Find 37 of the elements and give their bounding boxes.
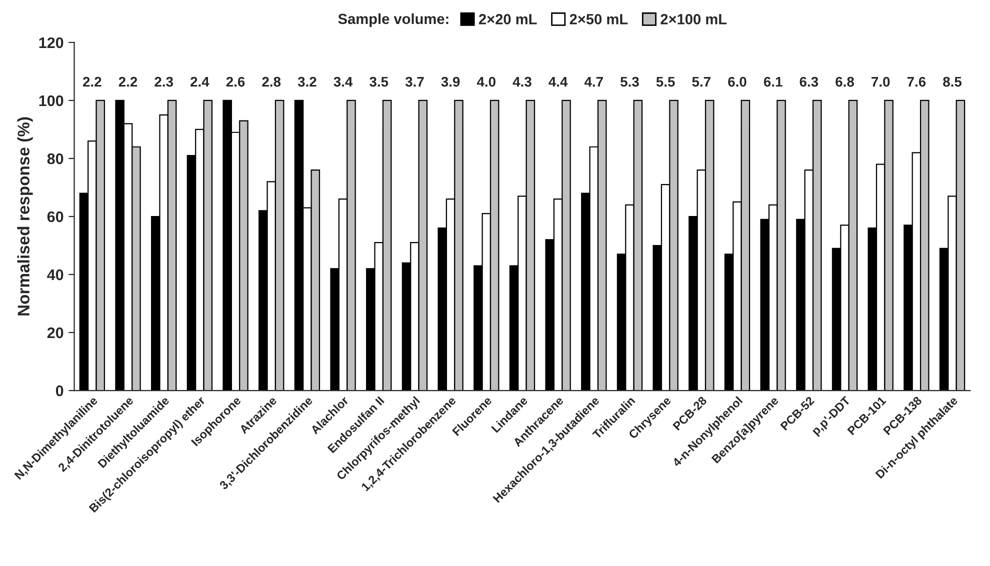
annotation: 3.9 <box>441 76 460 87</box>
annotation: 5.7 <box>692 77 710 87</box>
y-tick-label: 0 <box>56 385 64 396</box>
annotation: 2.6 <box>226 76 245 87</box>
annotation: 7.6 <box>907 76 926 87</box>
y-tick-label: 20 <box>47 327 64 338</box>
annotation: 4.0 <box>476 76 496 87</box>
annotation: 3.7 <box>405 76 424 87</box>
annotation: 6.3 <box>800 76 818 87</box>
annotation: 4.3 <box>512 76 532 87</box>
legend-label: 2×100 mL <box>660 14 727 24</box>
annotation: 8.5 <box>943 76 962 87</box>
y-axis-title: Normalised response (%) <box>17 117 33 316</box>
annotation: 2.2 <box>118 76 138 87</box>
legend-label: 2×20 mL <box>478 14 537 24</box>
annotation: 6.1 <box>764 76 782 87</box>
y-tick-label: 120 <box>39 37 64 48</box>
annotation: 2.3 <box>154 76 173 87</box>
y-tick-label: 40 <box>47 269 64 280</box>
legend-title: Sample volume: <box>338 13 448 27</box>
annotation: 3.5 <box>370 76 388 87</box>
annotation: 7.0 <box>872 76 890 87</box>
annotation: 6.0 <box>728 76 746 87</box>
annotation: 6.8 <box>836 76 854 87</box>
y-tick-label: 60 <box>47 211 64 222</box>
annotation: 4.4 <box>548 77 568 87</box>
annotation: 5.3 <box>620 76 639 87</box>
annotation: 2.8 <box>262 76 281 87</box>
annotation: 2.4 <box>190 76 210 87</box>
legend-label: 2×50 mL <box>570 14 628 24</box>
annotation: 5.5 <box>656 77 675 87</box>
y-tick-label: 80 <box>47 153 64 164</box>
y-tick-label: 100 <box>39 95 64 106</box>
annotation: 3.4 <box>334 76 353 87</box>
annotation: 2.2 <box>83 76 102 87</box>
annotation: 3.2 <box>298 76 316 87</box>
annotation: 4.7 <box>584 77 603 87</box>
